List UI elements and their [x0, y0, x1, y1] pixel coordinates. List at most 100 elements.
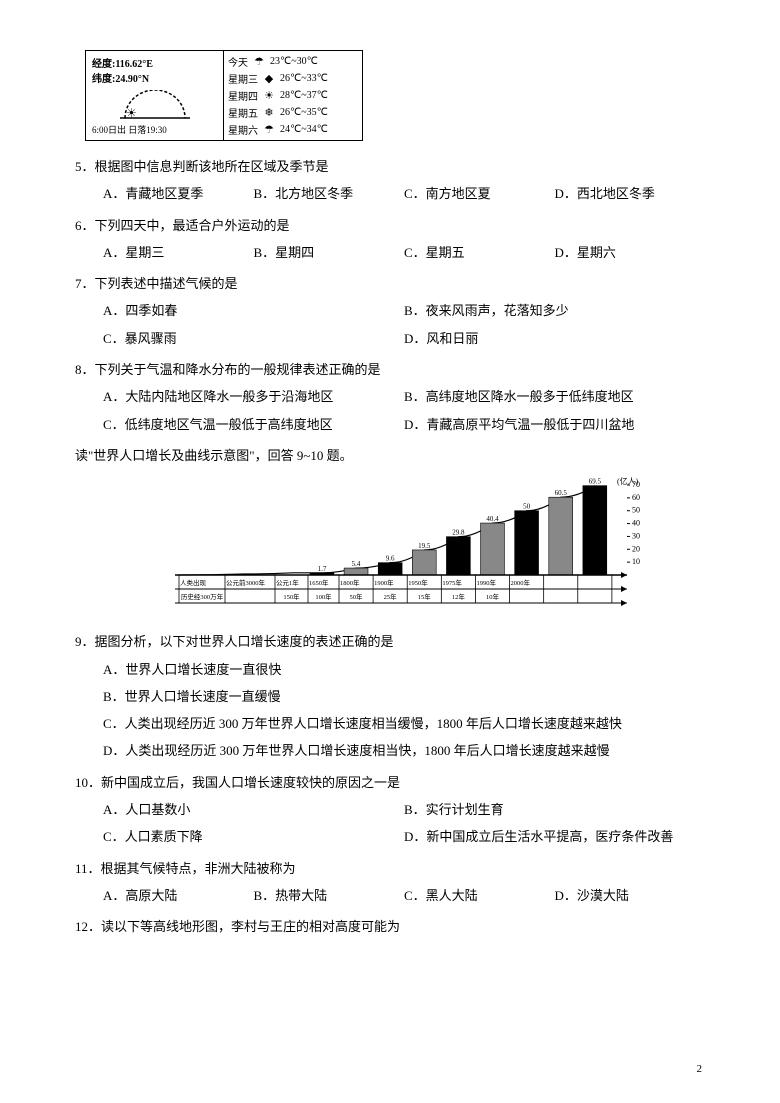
svg-text:40.4: 40.4 — [486, 515, 499, 523]
svg-text:9.6: 9.6 — [386, 555, 395, 563]
option-c: C．南方地区夏 — [404, 180, 555, 207]
rain-icon: ☂ — [252, 55, 266, 68]
cloud-icon: ◆ — [262, 72, 276, 85]
option-c: C．人类出现经历近 300 万年世界人口增长速度相当缓慢，1800 年后人口增长… — [103, 710, 705, 737]
svg-text:人类出现: 人类出现 — [180, 578, 207, 587]
forecast-row: 星期五 ❄ 26℃~35℃ — [228, 104, 358, 121]
option-d: D．新中国成立后生活水平提高，医疗条件改善 — [404, 823, 705, 850]
question-7: 7．下列表述中描述气候的是 A．四季如春 B．夜来风雨声，花落知多少 C．暴风骤… — [75, 270, 705, 352]
svg-text:1950年: 1950年 — [408, 578, 428, 587]
page-number: 2 — [697, 1063, 703, 1075]
svg-text:50: 50 — [523, 503, 531, 511]
svg-text:公元前3000年: 公元前3000年 — [226, 578, 266, 587]
rain-icon: ☂ — [262, 123, 276, 136]
question-text: 8．下列关于气温和降水分布的一般规律表述正确的是 — [75, 356, 705, 383]
question-6: 6．下列四天中，最适合户外运动的是 A．星期三 B．星期四 C．星期五 D．星期… — [75, 212, 705, 267]
sunrise-arc-icon: ☀ — [92, 88, 217, 120]
option-a: A．高原大陆 — [103, 882, 254, 909]
svg-text:历史经300万年: 历史经300万年 — [181, 592, 224, 601]
forecast-day: 星期四 — [228, 88, 258, 103]
question-text: 10．新中国成立后，我国人口增长速度较快的原因之一是 — [75, 769, 705, 796]
option-a: A．四季如春 — [103, 297, 404, 324]
sun-icon: ☀ — [262, 89, 276, 102]
longitude-text: 经度:116.62°E — [92, 55, 217, 70]
sunrise-sunset-text: 6:00日出 日落19:30 — [92, 123, 217, 136]
svg-text:1990年: 1990年 — [476, 578, 496, 587]
option-c: C．人口素质下降 — [103, 823, 404, 850]
svg-text:69.5: 69.5 — [589, 478, 602, 486]
svg-text:50: 50 — [632, 506, 640, 515]
option-d: D．星期六 — [555, 239, 706, 266]
svg-text:12年: 12年 — [452, 592, 466, 601]
svg-text:50年: 50年 — [350, 592, 364, 601]
forecast-row: 星期四 ☀ 28℃~37℃ — [228, 87, 358, 104]
latitude-text: 纬度:24.90°N — [92, 70, 217, 85]
svg-text:1650年: 1650年 — [309, 578, 329, 587]
forecast-temp: 26℃~35℃ — [280, 107, 328, 118]
forecast-row: 星期六 ☂ 24℃~34℃ — [228, 121, 358, 138]
option-d: D．风和日丽 — [404, 325, 705, 352]
population-growth-chart: 10203040506070(亿人)1.75.49.619.529.840.45… — [165, 477, 655, 616]
forecast-day: 星期六 — [228, 122, 258, 137]
svg-text:15年: 15年 — [418, 592, 432, 601]
svg-text:19.5: 19.5 — [418, 542, 431, 550]
option-d: D．人类出现经历近 300 万年世界人口增长速度相当快，1800 年后人口增长速… — [103, 737, 705, 764]
question-text: 6．下列四天中，最适合户外运动的是 — [75, 212, 705, 239]
option-b: B．世界人口增长速度一直缓慢 — [103, 683, 705, 710]
option-d: D．沙漠大陆 — [555, 882, 706, 909]
option-b: B．夜来风雨声，花落知多少 — [404, 297, 705, 324]
forecast-row: 今天 ☂ 23℃~30℃ — [228, 53, 358, 70]
forecast-temp: 28℃~37℃ — [280, 90, 328, 101]
question-12: 12．读以下等高线地形图，李村与王庄的相对高度可能为 — [75, 913, 705, 940]
option-c: C．黑人大陆 — [404, 882, 555, 909]
svg-text:1900年: 1900年 — [374, 578, 394, 587]
option-a: A．星期三 — [103, 239, 254, 266]
question-8: 8．下列关于气温和降水分布的一般规律表述正确的是 A．大陆内陆地区降水一般多于沿… — [75, 356, 705, 438]
svg-text:公元1年: 公元1年 — [276, 578, 299, 587]
intro-9-10: 读"世界人口增长及曲线示意图"，回答 9~10 题。 — [75, 442, 705, 469]
svg-text:(亿人): (亿人) — [617, 477, 639, 486]
svg-text:20: 20 — [632, 545, 640, 554]
weather-info-box: 经度:116.62°E 纬度:24.90°N ☀ 6:00日出 日落19:30 … — [85, 50, 363, 141]
svg-text:60: 60 — [632, 493, 640, 502]
question-text: 7．下列表述中描述气候的是 — [75, 270, 705, 297]
snow-icon: ❄ — [262, 106, 276, 119]
option-d: D．青藏高原平均气温一般低于四川盆地 — [404, 411, 705, 438]
svg-text:25年: 25年 — [384, 592, 398, 601]
forecast-day: 星期五 — [228, 105, 258, 120]
question-text: 11．根据其气候特点，非洲大陆被称为 — [75, 855, 705, 882]
question-text: 12．读以下等高线地形图，李村与王庄的相对高度可能为 — [75, 913, 705, 940]
question-10: 10．新中国成立后，我国人口增长速度较快的原因之一是 A．人口基数小 B．实行计… — [75, 769, 705, 851]
svg-text:☀: ☀ — [126, 106, 137, 120]
question-9: 9．据图分析，以下对世界人口增长速度的表述正确的是 A．世界人口增长速度一直很快… — [75, 628, 705, 764]
weather-forecast-panel: 今天 ☂ 23℃~30℃ 星期三 ◆ 26℃~33℃ 星期四 ☀ 28℃~37℃… — [224, 51, 362, 140]
forecast-row: 星期三 ◆ 26℃~33℃ — [228, 70, 358, 87]
option-b: B．实行计划生育 — [404, 796, 705, 823]
option-c: C．星期五 — [404, 239, 555, 266]
svg-text:1800年: 1800年 — [340, 578, 360, 587]
option-b: B．热带大陆 — [254, 882, 405, 909]
svg-text:60.5: 60.5 — [555, 489, 568, 497]
svg-text:1.7: 1.7 — [318, 565, 327, 573]
option-a: A．人口基数小 — [103, 796, 404, 823]
question-11: 11．根据其气候特点，非洲大陆被称为 A．高原大陆 B．热带大陆 C．黑人大陆 … — [75, 855, 705, 910]
option-d: D．西北地区冬季 — [555, 180, 706, 207]
option-b: B．北方地区冬季 — [254, 180, 405, 207]
svg-text:40: 40 — [632, 519, 640, 528]
option-b: B．星期四 — [254, 239, 405, 266]
option-a: A．青藏地区夏季 — [103, 180, 254, 207]
forecast-temp: 26℃~33℃ — [280, 73, 328, 84]
svg-text:2000年: 2000年 — [511, 578, 531, 587]
svg-text:1975年: 1975年 — [442, 578, 462, 587]
option-a: A．世界人口增长速度一直很快 — [103, 656, 705, 683]
weather-location-panel: 经度:116.62°E 纬度:24.90°N ☀ 6:00日出 日落19:30 — [86, 51, 224, 140]
svg-text:29.8: 29.8 — [452, 529, 465, 537]
question-text: 5．根据图中信息判断该地所在区域及季节是 — [75, 153, 705, 180]
option-c: C．暴风骤雨 — [103, 325, 404, 352]
option-b: B．高纬度地区降水一般多于低纬度地区 — [404, 383, 705, 410]
svg-text:5.4: 5.4 — [352, 560, 361, 568]
svg-text:150年: 150年 — [283, 592, 300, 601]
forecast-temp: 23℃~30℃ — [270, 56, 318, 67]
question-text: 9．据图分析，以下对世界人口增长速度的表述正确的是 — [75, 628, 705, 655]
option-c: C．低纬度地区气温一般低于高纬度地区 — [103, 411, 404, 438]
